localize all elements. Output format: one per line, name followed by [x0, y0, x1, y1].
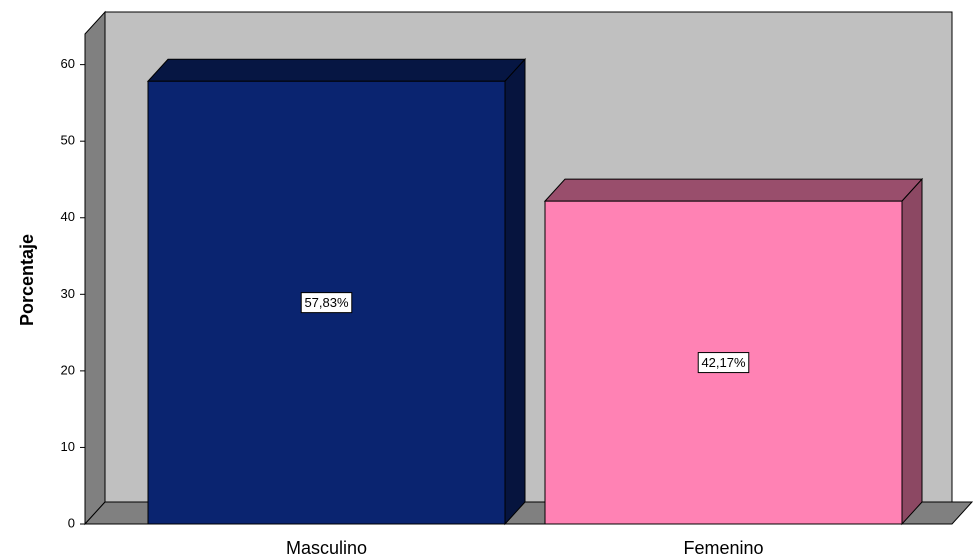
- y-tick-label: 0: [68, 515, 75, 530]
- side-wall: [84, 10, 106, 526]
- value-label: 42,17%: [701, 355, 746, 370]
- bar-top: [146, 58, 527, 82]
- x-tick-label: Femenino: [683, 538, 763, 558]
- y-tick-label: 40: [61, 209, 75, 224]
- y-tick-label: 50: [61, 133, 75, 148]
- y-tick-label: 10: [61, 439, 75, 454]
- value-label-box: [300, 292, 353, 314]
- y-tick-label: 30: [61, 286, 75, 301]
- value-label-box: [697, 352, 750, 374]
- bar-side: [504, 57, 526, 526]
- bar-side: [901, 177, 923, 526]
- y-axis-label: Porcentaje: [17, 234, 37, 326]
- bar-top: [543, 178, 924, 202]
- x-tick-label: Masculino: [286, 538, 367, 558]
- y-tick-label: 20: [61, 362, 75, 377]
- value-label: 57,83%: [304, 295, 349, 310]
- y-tick-label: 60: [61, 56, 75, 71]
